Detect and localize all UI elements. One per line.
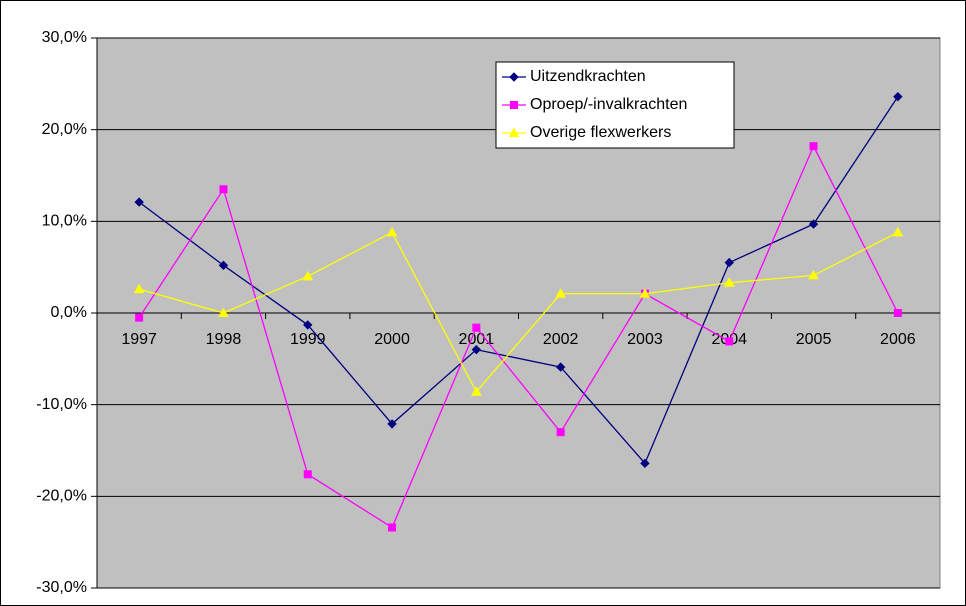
y-tick-label: -10,0% bbox=[36, 396, 87, 413]
data-point bbox=[302, 270, 314, 281]
data-point bbox=[555, 362, 566, 372]
series-line bbox=[138, 231, 899, 393]
x-tick-label: 2002 bbox=[543, 331, 579, 348]
data-point bbox=[723, 277, 735, 287]
data-point bbox=[892, 226, 904, 237]
x-tick-label: 2003 bbox=[627, 331, 663, 348]
data-point bbox=[471, 344, 482, 355]
legend-label: Overige flexwerkers bbox=[530, 124, 671, 141]
data-point bbox=[808, 219, 819, 229]
x-tick-label: 1998 bbox=[206, 331, 242, 348]
data-point bbox=[218, 260, 229, 271]
data-point bbox=[388, 523, 397, 532]
y-tick-label: 0,0% bbox=[51, 304, 87, 321]
data-point bbox=[555, 288, 567, 298]
data-point bbox=[640, 458, 650, 469]
data-point bbox=[135, 313, 144, 322]
data-point bbox=[134, 197, 144, 207]
legend-label: Oproep/-invalkrachten bbox=[530, 96, 687, 113]
data-point bbox=[470, 386, 482, 396]
data-point bbox=[725, 337, 734, 346]
data-point bbox=[303, 470, 312, 479]
data-point bbox=[219, 185, 228, 194]
data-point bbox=[556, 428, 565, 437]
data-point bbox=[808, 269, 819, 280]
y-tick-label: -30,0% bbox=[36, 579, 87, 596]
x-tick-label: 2001 bbox=[459, 331, 495, 348]
data-point bbox=[724, 257, 734, 268]
data-point bbox=[472, 323, 481, 332]
legend-marker bbox=[510, 101, 518, 109]
data-point bbox=[303, 320, 313, 330]
data-point bbox=[809, 142, 818, 151]
legend-marker bbox=[509, 72, 519, 82]
legend bbox=[495, 61, 735, 149]
data-point bbox=[893, 309, 902, 317]
legend-label: Uitzendkrachten bbox=[530, 68, 646, 85]
x-tick-label: 2006 bbox=[880, 331, 916, 348]
series-line bbox=[138, 144, 899, 529]
y-tick-label: 30,0% bbox=[42, 29, 87, 46]
data-point bbox=[387, 419, 397, 429]
y-tick-label: 10,0% bbox=[42, 213, 87, 230]
legend-marker bbox=[508, 127, 520, 137]
x-tick-label: 2005 bbox=[796, 331, 832, 348]
y-tick-label: 20,0% bbox=[42, 121, 87, 138]
y-tick-label: -20,0% bbox=[36, 488, 87, 505]
x-tick-label: 1997 bbox=[121, 331, 157, 348]
data-point bbox=[386, 226, 398, 237]
data-point bbox=[133, 283, 145, 294]
x-tick-label: 2000 bbox=[374, 331, 410, 348]
data-point bbox=[893, 91, 903, 102]
data-point bbox=[639, 288, 651, 298]
data-point bbox=[218, 307, 229, 317]
